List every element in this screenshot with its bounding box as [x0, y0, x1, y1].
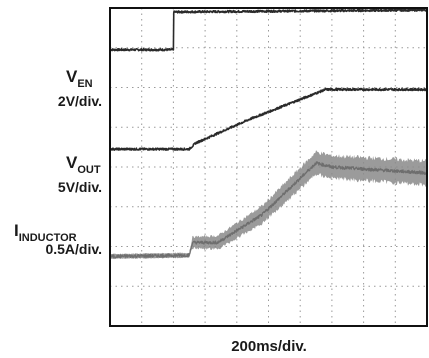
trace-inductor-envelope: [110, 150, 427, 260]
trace-inductor: [109, 150, 428, 260]
trace-en: [109, 8, 428, 52]
label-out-scale: 5V/div.: [58, 179, 102, 195]
trace-out: [109, 87, 428, 151]
label-out-name: VOUT: [66, 153, 101, 176]
label-en-scale: 2V/div.: [58, 93, 102, 109]
x-axis-label: 200ms/div.: [231, 338, 307, 355]
label-inductor-name: IINDUCTOR: [14, 221, 77, 244]
trace-en-line: [109, 8, 428, 52]
label-en-name: VEN: [66, 67, 93, 90]
trace-out-line: [109, 87, 428, 151]
trace-layer: [109, 8, 428, 260]
label-inductor-scale: 0.5A/div.: [45, 241, 102, 257]
plot-frame: [109, 7, 428, 327]
trace-inductor-line: [109, 161, 428, 259]
